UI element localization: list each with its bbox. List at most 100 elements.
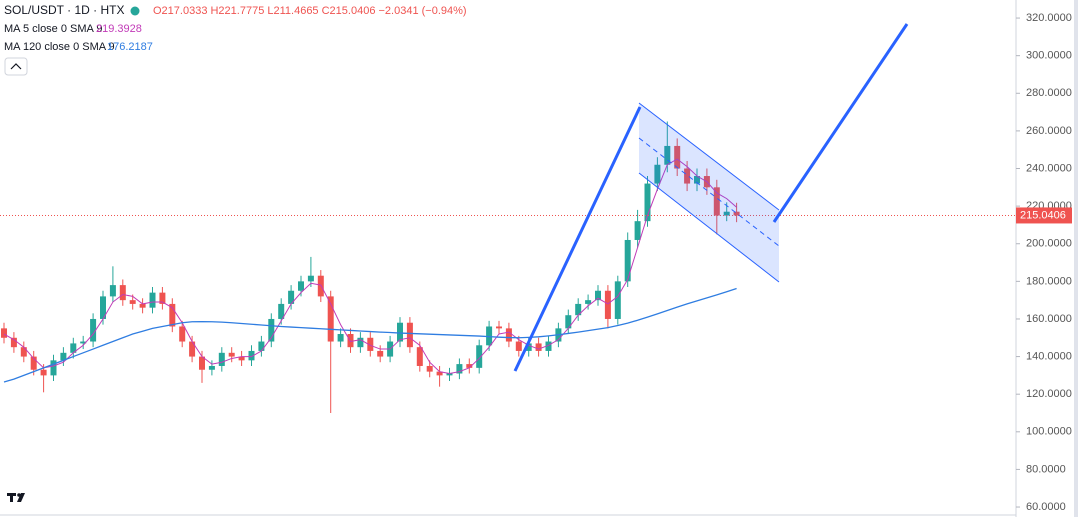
price-axis: 60.0000 80.0000 100.0000 120.0000 140.0000 16… (1016, 12, 1072, 513)
candle-body (694, 176, 700, 184)
y-tick-label: 160.0000 (1026, 313, 1072, 325)
candle-body (149, 292, 156, 308)
candle-body (525, 343, 532, 351)
candle-body (70, 343, 77, 353)
candle-body (327, 296, 334, 342)
candle-body (535, 343, 542, 351)
candle-body (208, 365, 215, 370)
candle-body (545, 341, 552, 351)
drawings (513, 23, 909, 372)
candle-body (298, 281, 304, 291)
candle-body (486, 326, 493, 346)
collapse-button[interactable] (4, 57, 28, 76)
candle-body (218, 352, 225, 366)
ma5-label: MA 5 close 0 SMA 9 (4, 23, 102, 35)
candle-body (1, 328, 7, 338)
candle-body (60, 352, 67, 361)
candle-body (644, 183, 651, 222)
channel-bottom (638, 172, 780, 283)
ma120-value: 176.2187 (107, 41, 153, 53)
candle-body (674, 145, 681, 169)
y-tick-label: 240.0000 (1026, 162, 1072, 174)
channel-top (638, 102, 780, 211)
candle-body (505, 328, 512, 342)
candle-body (634, 221, 641, 240)
y-tick-label: 300.0000 (1026, 50, 1072, 62)
candle-body (199, 356, 205, 370)
y-tick-label: 140.0000 (1026, 350, 1072, 362)
market-status (130, 6, 140, 16)
candle-body (248, 350, 255, 361)
y-tick-label: 80.0000 (1026, 463, 1066, 475)
candle-body (585, 300, 592, 304)
collapse-icon (10, 63, 22, 70)
candle-body (664, 145, 671, 165)
candle-body (40, 369, 47, 376)
candle-body (50, 360, 57, 376)
candle-body (80, 341, 87, 344)
candle-body (30, 356, 37, 370)
candle-body (575, 303, 582, 316)
candle-body (159, 292, 166, 304)
y-tick-label: 200.0000 (1026, 238, 1072, 250)
ohlc-legend: O217.0333 H221.7775 L211.4665 C215.0406 … (153, 5, 467, 17)
candle-body (278, 303, 285, 319)
y-tick-label: 100.0000 (1026, 426, 1072, 438)
candle-body (565, 315, 572, 329)
candle-body (614, 281, 621, 319)
candle-body (90, 318, 97, 342)
candle-body (466, 364, 473, 368)
candle-body (169, 303, 176, 327)
plot-area (0, 121, 1016, 413)
candle-body (288, 290, 295, 304)
candle-body (119, 285, 126, 301)
candle-body (476, 345, 483, 368)
candle-body (456, 364, 463, 374)
moving-average (3, 287, 737, 383)
y-tick-label: 280.0000 (1026, 87, 1072, 99)
projection-line (772, 23, 909, 223)
moving-average (3, 158, 737, 375)
candle-body (238, 356, 245, 361)
y-tick-label: 60.0000 (1026, 501, 1066, 513)
candle-body (109, 285, 116, 297)
last-price-box (1016, 207, 1072, 224)
candle-body (20, 347, 27, 357)
candle-body (228, 352, 235, 357)
candle-body (307, 275, 314, 282)
candle-body (733, 211, 740, 216)
candle-body (367, 337, 374, 351)
candle-body (496, 326, 502, 329)
candle-body (357, 337, 364, 348)
y-tick-label: 120.0000 (1026, 388, 1072, 400)
last-price-label: 215.0406 (1020, 209, 1066, 221)
candle-body (189, 341, 196, 357)
candle-body (436, 371, 443, 376)
candle-body (426, 365, 433, 372)
candle-body (624, 239, 631, 282)
trend-line (513, 106, 642, 372)
y-tick-label: 180.0000 (1026, 275, 1072, 287)
candle-body (397, 322, 403, 342)
candle-body (684, 168, 691, 184)
y-tick-label: 260.0000 (1026, 125, 1072, 137)
candle-body (713, 187, 720, 216)
candle-body (515, 341, 522, 351)
candle-body (416, 347, 423, 366)
candle-body (406, 322, 413, 348)
candle-body (595, 290, 601, 301)
candle-body (604, 290, 611, 319)
ma5-value: 219.3928 (96, 23, 142, 35)
candle-body (179, 326, 186, 342)
ma120-label: MA 120 close 0 SMA 9 (4, 41, 115, 53)
symbol-title: SOL/USDT · 1D · HTX (4, 3, 124, 17)
candle-body (723, 211, 730, 216)
candle-body (258, 341, 265, 351)
candle-body (337, 334, 344, 342)
candle-body (100, 296, 106, 319)
candle-body (377, 350, 384, 357)
y-tick-label: 320.0000 (1026, 12, 1072, 24)
candle-body (10, 337, 17, 348)
candle-body (139, 303, 146, 308)
candle-body (268, 318, 275, 342)
